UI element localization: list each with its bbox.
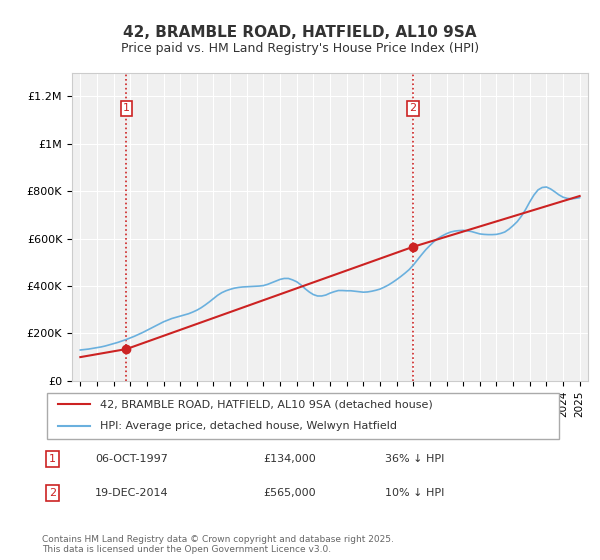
Text: £565,000: £565,000 (264, 488, 316, 498)
Text: 36% ↓ HPI: 36% ↓ HPI (385, 454, 445, 464)
Text: 1: 1 (49, 454, 56, 464)
Text: 2: 2 (409, 104, 416, 113)
Text: 19-DEC-2014: 19-DEC-2014 (95, 488, 169, 498)
Text: HPI: Average price, detached house, Welwyn Hatfield: HPI: Average price, detached house, Welw… (100, 421, 397, 431)
Text: 42, BRAMBLE ROAD, HATFIELD, AL10 9SA (detached house): 42, BRAMBLE ROAD, HATFIELD, AL10 9SA (de… (100, 399, 433, 409)
Text: 1: 1 (123, 104, 130, 113)
Text: 10% ↓ HPI: 10% ↓ HPI (385, 488, 445, 498)
FancyBboxPatch shape (47, 394, 559, 438)
Text: Contains HM Land Registry data © Crown copyright and database right 2025.
This d: Contains HM Land Registry data © Crown c… (42, 535, 394, 554)
Text: 06-OCT-1997: 06-OCT-1997 (95, 454, 167, 464)
Text: 2: 2 (49, 488, 56, 498)
Text: £134,000: £134,000 (264, 454, 317, 464)
Text: 42, BRAMBLE ROAD, HATFIELD, AL10 9SA: 42, BRAMBLE ROAD, HATFIELD, AL10 9SA (123, 25, 477, 40)
Text: Price paid vs. HM Land Registry's House Price Index (HPI): Price paid vs. HM Land Registry's House … (121, 42, 479, 55)
